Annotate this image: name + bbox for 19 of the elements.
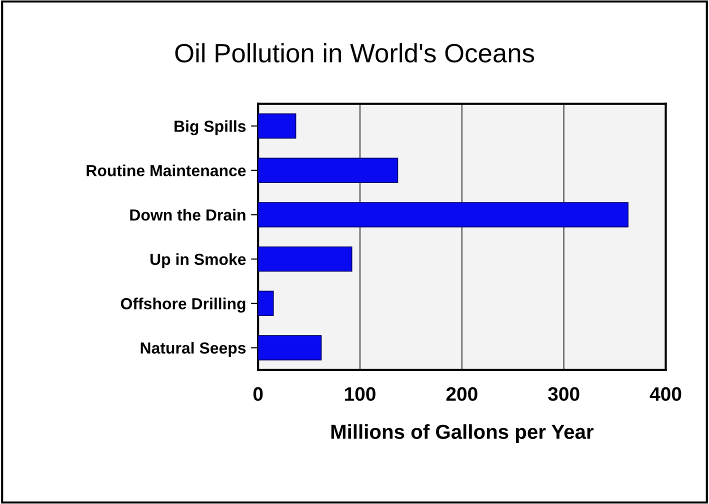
x-tick-label: 400 — [650, 387, 682, 401]
bar — [258, 246, 352, 272]
y-tick-label: Natural Seeps — [140, 342, 246, 357]
y-tick-label: Routine Maintenance — [86, 164, 246, 176]
x-tick-label: 0 — [253, 387, 263, 401]
y-tick-label: Offshore Drilling — [120, 298, 246, 313]
x-tick-label: 100 — [345, 387, 376, 401]
chart-title: Oil Pollution in World's Oceans — [175, 43, 534, 63]
bar — [258, 290, 274, 316]
x-tick-label: 300 — [548, 387, 580, 401]
bar — [258, 113, 296, 139]
y-tick-label: Up in Smoke — [150, 253, 246, 268]
y-tick-label: Big Spills — [174, 120, 246, 136]
x-tick-label: 200 — [446, 387, 478, 401]
bar — [258, 202, 628, 228]
y-tick-label: Down the Drain — [130, 208, 246, 221]
bar — [258, 158, 398, 183]
x-axis-title: Millions of Gallons per Year — [331, 424, 594, 443]
bar — [258, 335, 322, 360]
